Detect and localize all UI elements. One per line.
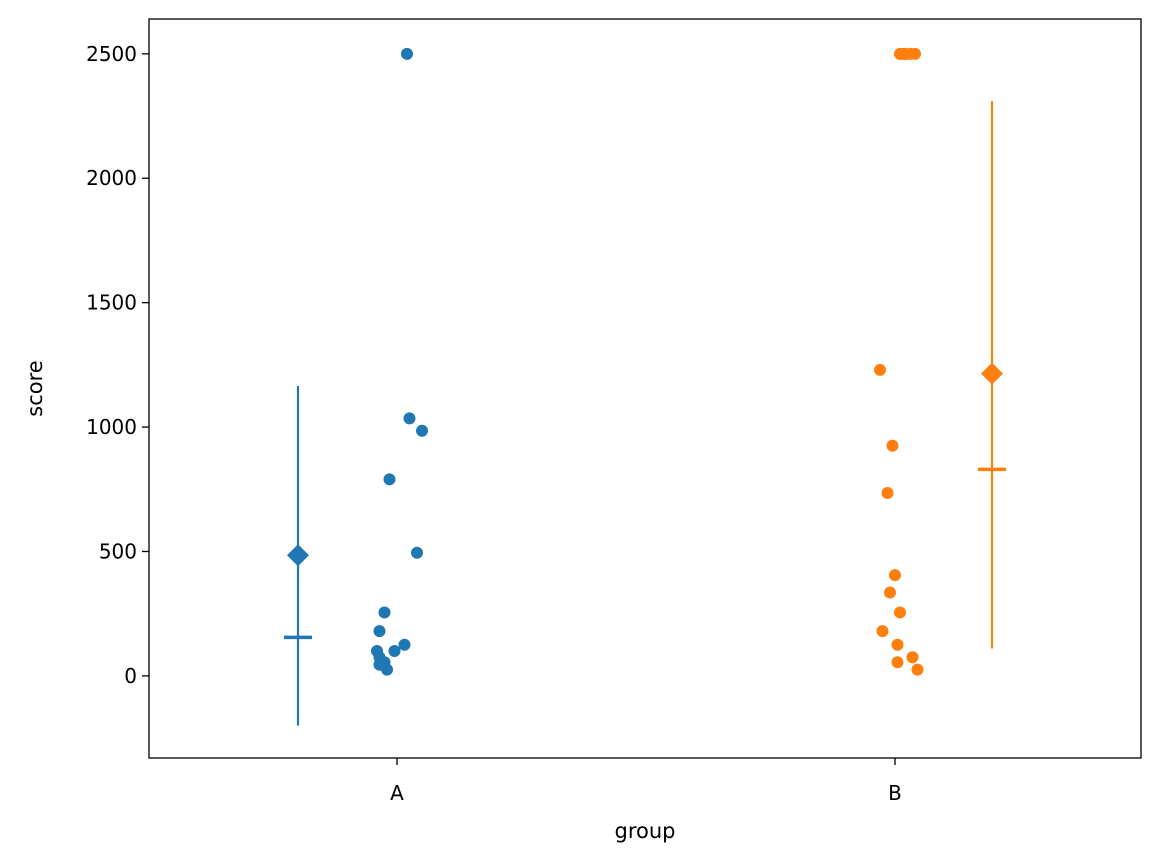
x-axis-label: group [615,819,676,843]
data-point [403,412,416,425]
series-B [874,47,1006,676]
y-tick-label: 1000 [86,415,137,439]
y-tick-label: 500 [99,539,137,563]
data-point [388,645,401,658]
data-point [411,546,423,559]
y-tick-label: 2500 [86,42,137,66]
series-A [284,47,428,726]
data-point [378,606,391,619]
data-point [886,439,899,452]
x-tick-label: A [390,781,404,805]
plot-area [148,18,1142,759]
data-point [889,569,901,582]
data-point [398,638,411,651]
data-point [909,47,921,60]
data-point [891,656,904,669]
y-tick-label: 0 [124,664,137,688]
y-axis-label: score [23,360,47,416]
mean-marker [981,362,1003,385]
data-point [911,663,924,676]
data-point [874,363,886,376]
data-point [383,473,396,486]
data-point [381,663,393,676]
data-point [401,47,413,60]
chart-marks [284,47,1006,726]
y-tick-label: 1500 [86,291,137,315]
y-tick-label: 2000 [86,166,137,190]
mean-marker [287,544,309,567]
axes: 0 500 1000 1500 2000 2500 A B [86,42,902,805]
data-point [894,606,906,619]
data-point [876,625,889,638]
data-point [884,586,896,599]
x-tick-label: B [888,781,902,805]
data-point [373,625,386,638]
data-point [881,487,894,500]
data-point [891,638,904,651]
data-point [416,424,428,437]
data-point [906,651,919,664]
